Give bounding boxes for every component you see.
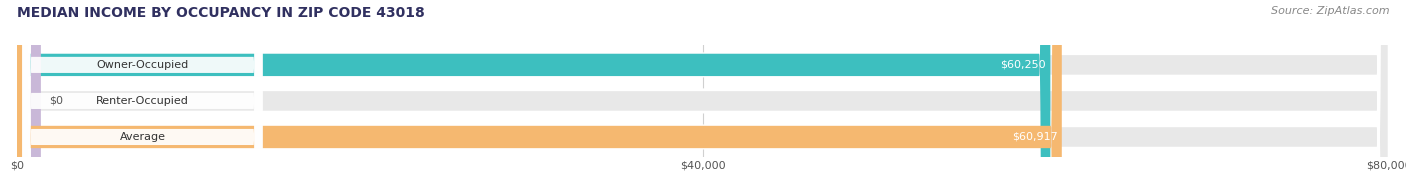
FancyBboxPatch shape (22, 0, 263, 196)
Text: $60,917: $60,917 (1012, 132, 1057, 142)
FancyBboxPatch shape (22, 0, 263, 196)
FancyBboxPatch shape (22, 0, 263, 196)
FancyBboxPatch shape (17, 0, 1389, 196)
FancyBboxPatch shape (17, 0, 1050, 196)
Text: $60,250: $60,250 (1001, 60, 1046, 70)
FancyBboxPatch shape (17, 0, 1389, 196)
Text: MEDIAN INCOME BY OCCUPANCY IN ZIP CODE 43018: MEDIAN INCOME BY OCCUPANCY IN ZIP CODE 4… (17, 6, 425, 20)
FancyBboxPatch shape (17, 0, 1389, 196)
Text: $0: $0 (49, 96, 63, 106)
Text: Average: Average (120, 132, 166, 142)
FancyBboxPatch shape (17, 0, 1062, 196)
Text: Source: ZipAtlas.com: Source: ZipAtlas.com (1271, 6, 1389, 16)
Text: Renter-Occupied: Renter-Occupied (96, 96, 188, 106)
Text: Owner-Occupied: Owner-Occupied (96, 60, 188, 70)
FancyBboxPatch shape (17, 0, 41, 196)
